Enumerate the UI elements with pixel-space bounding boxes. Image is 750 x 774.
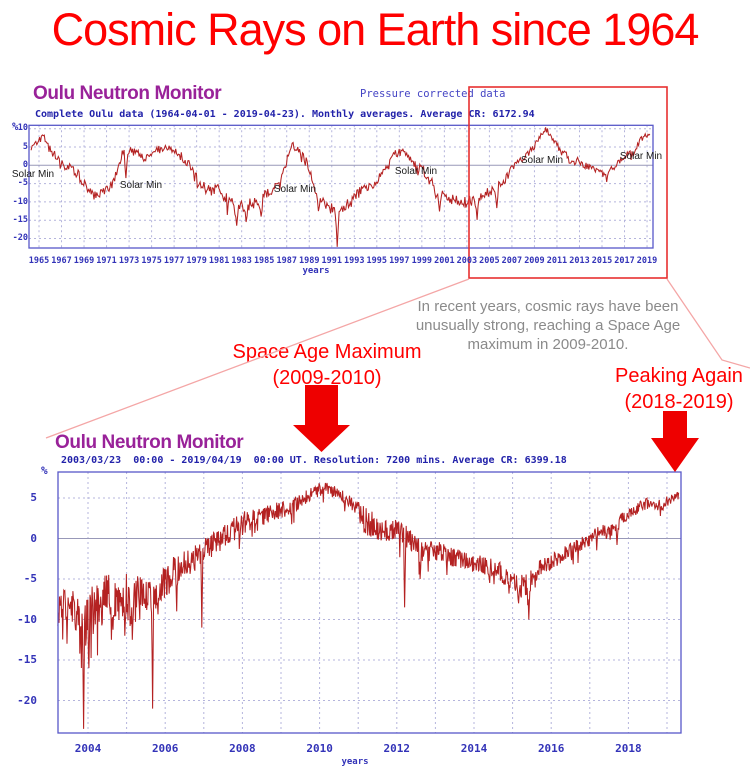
overview-x-tick: 1971 [96,256,117,266]
recent-years-note-line3: maximum in 2009-2010. [467,336,629,353]
peaking-again-label: Peaking Again (2018-2019) [589,363,750,415]
zoomed-x-tick: 2012 [383,742,411,755]
overview-x-tick: 1965 [28,256,50,266]
zoomed-y-tick: -20 [17,693,37,707]
callout-line-left [45,278,470,439]
overview-chart-title: Oulu Neutron Monitor [33,83,222,104]
overview-x-tick: 1979 [186,256,207,266]
overview-x-tick: 1999 [411,256,433,266]
zoomed-x-tick: 2010 [306,742,333,755]
overview-y-tick: -20 [12,233,28,244]
overview-data-trace [30,127,651,247]
zoomed-y-tick: 0 [30,531,37,545]
space-age-maximum-line1: Space Age Maximum [232,341,422,363]
overview-x-tick: 1973 [118,256,140,266]
overview-y-tick: -15 [12,214,28,225]
overview-x-tick: 1987 [276,256,297,266]
overview-x-tick: 1995 [366,256,388,266]
zoom-chart-title: Oulu Neutron Monitor [55,432,244,453]
overview-plot-border [28,124,654,249]
overview-x-tick: 2015 [591,256,613,266]
highlight-rectangle [468,86,668,279]
overview-x-tick: 2003 [456,256,478,266]
zoomed-xlabel: years [341,757,369,767]
peaking-again-line1: Peaking Again [615,365,743,387]
zoomed-x-tick: 2014 [460,742,488,755]
zoomed-x-tick: 2018 [615,742,642,755]
zoomed-x-tick: 2006 [151,742,179,755]
solar-min-label: Solar Min [273,184,317,195]
overview-chart-subtitle: Complete Oulu data (1964-04-01 - 2019-04… [35,109,535,120]
zoomed-x-tick: 2008 [229,742,256,755]
overview-x-tick: 2001 [434,256,455,266]
solar-min-label: Solar Min [11,169,55,180]
space-age-max-arrow-icon [293,385,350,452]
overview-y-tick: 5 [22,141,28,152]
overview-x-tick: 1983 [231,256,252,266]
zoomed-data-trace [57,482,680,729]
overview-x-tick: 2017 [614,256,635,266]
zoomed-y-tick: -10 [17,612,37,626]
overview-xlabel: years [302,266,330,276]
page-title: Cosmic Rays on Earth since 1964 [51,4,700,55]
peaking-again-arrow-icon [651,411,699,472]
callout-line-right [666,278,750,369]
overview-y-tick: 10 [17,123,28,134]
zoomed-y-tick: -5 [23,572,37,586]
overview-x-tick: 2005 [479,256,500,266]
solar-min-label: Solar Min [119,180,163,191]
space-age-maximum-label: Space Age Maximum (2009-2010) [217,339,437,391]
zoomed-plot-border [57,471,682,734]
zoom-chart-subtitle: 2003/03/23 00:00 - 2019/04/19 00:00 UT. … [61,455,567,466]
overview-y-tick: 0 [22,160,28,171]
overview-x-tick: 1997 [389,256,410,266]
overview-x-tick: 2007 [501,256,523,266]
overview-x-tick: 1993 [344,256,365,266]
overview-x-tick: 2013 [569,256,590,266]
solar-min-label: Solar Min [619,151,663,162]
overview-x-tick: 1977 [163,256,185,266]
zoomed-x-tick: 2016 [537,742,565,755]
overview-x-tick: 1969 [73,256,95,266]
recent-years-note-line2: unusually strong, reaching a Space Age [415,317,681,334]
zoomed-ylabel: % [41,464,48,477]
overview-y-tick: -10 [12,196,28,207]
zoomed-y-tick: -15 [17,653,37,667]
overview-ylabel: % [12,121,19,133]
overview-x-tick: 1985 [253,256,275,266]
overview-x-tick: 2019 [636,256,658,266]
overview-x-tick: 1989 [298,256,320,266]
overview-y-tick: -5 [17,178,28,189]
overview-x-tick: 1975 [141,256,162,266]
solar-min-label: Solar Min [520,155,564,166]
recent-years-note: In recent years, cosmic rays have been u… [398,297,698,354]
zoomed-x-tick: 2004 [74,742,102,755]
overview-x-tick: 2009 [524,256,545,266]
zoomed-y-tick: 5 [30,491,37,505]
overview-x-tick: 1981 [208,256,230,266]
space-age-maximum-line2: (2009-2010) [272,367,382,389]
peaking-again-line2: (2018-2019) [624,391,734,413]
overview-x-tick: 1991 [321,256,342,266]
overview-x-tick: 2011 [546,256,568,266]
solar-min-label: Solar Min [394,166,438,177]
recent-years-note-line1: In recent years, cosmic rays have been [417,298,679,315]
overview-x-tick: 1967 [51,256,72,266]
